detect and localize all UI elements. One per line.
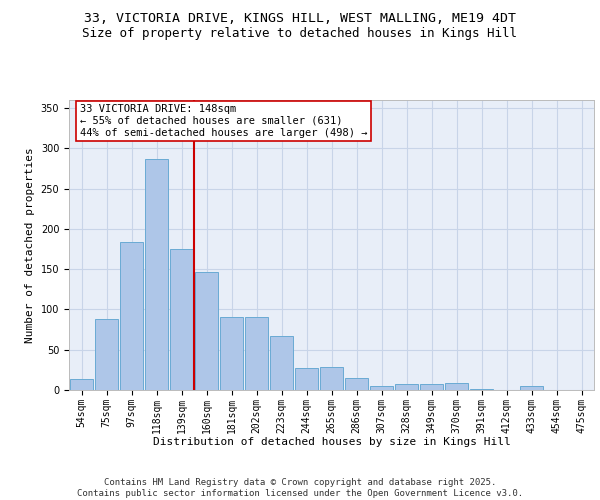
Bar (195, 272, 218, 390)
Bar (70, 378, 93, 390)
Bar (520, 386, 543, 390)
Bar (145, 159, 168, 390)
Bar (370, 386, 393, 390)
Bar (220, 316, 243, 390)
Text: Size of property relative to detached houses in Kings Hill: Size of property relative to detached ho… (83, 28, 517, 40)
Bar (445, 383, 468, 390)
Text: Contains HM Land Registry data © Crown copyright and database right 2025.
Contai: Contains HM Land Registry data © Crown c… (77, 478, 523, 498)
Y-axis label: Number of detached properties: Number of detached properties (25, 147, 35, 343)
Text: 33, VICTORIA DRIVE, KINGS HILL, WEST MALLING, ME19 4DT: 33, VICTORIA DRIVE, KINGS HILL, WEST MAL… (84, 12, 516, 26)
Bar (95, 319, 118, 390)
Bar (345, 378, 368, 390)
Bar (295, 368, 318, 390)
Bar (395, 384, 418, 390)
Bar (245, 316, 268, 390)
Bar (470, 389, 493, 390)
X-axis label: Distribution of detached houses by size in Kings Hill: Distribution of detached houses by size … (152, 437, 511, 447)
Bar (420, 384, 443, 390)
Bar (320, 366, 343, 390)
Text: 33 VICTORIA DRIVE: 148sqm
← 55% of detached houses are smaller (631)
44% of semi: 33 VICTORIA DRIVE: 148sqm ← 55% of detac… (79, 104, 367, 138)
Bar (120, 242, 143, 390)
Bar (270, 336, 293, 390)
Bar (170, 249, 193, 390)
